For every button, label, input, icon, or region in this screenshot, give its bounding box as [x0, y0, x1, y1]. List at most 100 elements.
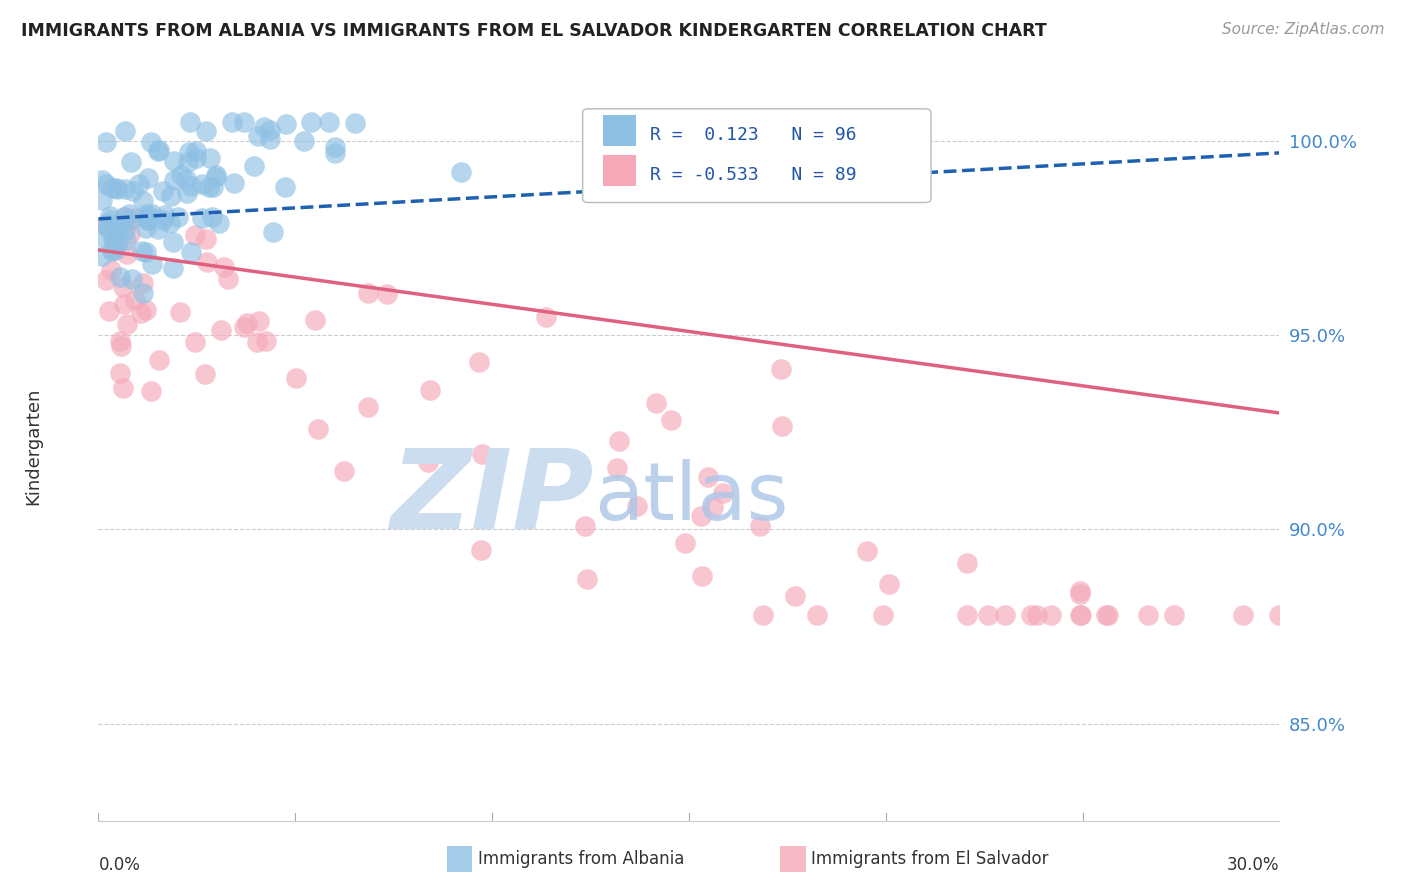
Point [697, 470, 720, 484]
Point [1040, 607, 1063, 622]
Point [644, 396, 666, 410]
Text: R = -0.533   N = 89: R = -0.533 N = 89 [650, 166, 856, 184]
Point [114, 223, 136, 237]
Text: atlas: atlas [595, 459, 789, 538]
Point [471, 447, 494, 461]
Point [468, 355, 491, 369]
Point [450, 165, 472, 179]
Point [956, 556, 979, 570]
Point [1019, 607, 1042, 622]
Point [333, 464, 356, 478]
Point [276, 117, 298, 131]
Point [94, 217, 117, 231]
Point [375, 287, 398, 301]
Point [772, 419, 794, 434]
Point [139, 384, 162, 399]
Point [136, 207, 159, 221]
Point [243, 159, 266, 173]
Point [162, 261, 184, 276]
Point [129, 306, 152, 320]
Point [1097, 607, 1119, 622]
Point [135, 245, 157, 260]
Point [209, 323, 232, 337]
Point [135, 210, 157, 224]
Point [195, 254, 218, 268]
Point [1268, 607, 1291, 622]
Point [162, 235, 184, 249]
Point [114, 182, 136, 196]
Point [419, 383, 441, 397]
Point [141, 207, 163, 221]
Point [1094, 607, 1116, 622]
Point [98, 304, 121, 318]
Point [177, 145, 200, 159]
Point [416, 455, 439, 469]
Point [186, 151, 208, 165]
Point [180, 245, 202, 260]
Point [259, 132, 281, 146]
Point [259, 122, 281, 136]
Point [690, 509, 713, 524]
FancyBboxPatch shape [582, 109, 931, 202]
Point [115, 247, 138, 261]
Point [96, 177, 118, 191]
Point [112, 210, 135, 224]
Point [105, 182, 128, 196]
Point [1069, 587, 1091, 601]
Point [100, 244, 122, 258]
Point [108, 366, 131, 380]
Point [307, 422, 329, 436]
Point [91, 172, 114, 186]
Text: ZIP: ZIP [391, 445, 595, 552]
Point [201, 179, 224, 194]
Point [100, 263, 122, 277]
Point [135, 220, 157, 235]
Point [195, 232, 218, 246]
Point [146, 222, 169, 236]
Point [167, 210, 190, 224]
Point [323, 146, 346, 161]
Point [285, 371, 308, 385]
Point [132, 276, 155, 290]
Point [183, 228, 205, 243]
Point [124, 211, 146, 226]
Point [877, 577, 900, 591]
Point [872, 607, 894, 622]
Point [91, 229, 114, 244]
Point [112, 210, 135, 224]
Point [101, 232, 124, 246]
Point [247, 314, 270, 328]
Point [120, 155, 142, 169]
Point [274, 180, 297, 194]
Point [118, 213, 141, 227]
Point [114, 124, 136, 138]
Point [783, 589, 806, 603]
Point [141, 135, 163, 149]
Point [131, 244, 153, 259]
Point [108, 334, 131, 348]
Point [856, 544, 879, 558]
Point [191, 177, 214, 191]
Point [702, 500, 724, 515]
Point [105, 222, 128, 236]
Point [124, 293, 146, 307]
Point [104, 243, 127, 257]
Point [191, 211, 214, 226]
Point [118, 207, 141, 221]
Point [141, 257, 163, 271]
Point [748, 519, 770, 533]
Point [121, 184, 143, 198]
Point [208, 216, 231, 230]
Point [304, 313, 326, 327]
Point [232, 319, 254, 334]
Point [606, 460, 628, 475]
Point [357, 400, 380, 414]
Point [97, 220, 120, 235]
Point [135, 303, 157, 318]
Point [174, 172, 197, 186]
Point [575, 572, 598, 586]
Point [170, 168, 193, 182]
Point [994, 607, 1017, 622]
Point [294, 134, 316, 148]
Point [236, 316, 259, 330]
